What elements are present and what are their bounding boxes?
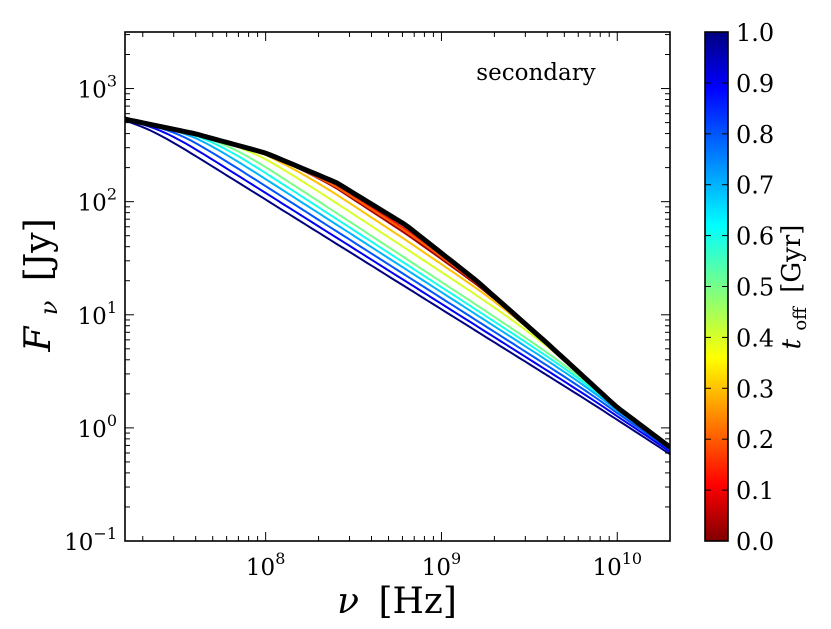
- colorbar-tick-label-0.3: 0.3: [736, 375, 774, 403]
- y-tick-label-3: 103: [78, 72, 117, 104]
- series-line-toff-0.8: [125, 118, 670, 451]
- x-tick-label-8: 108: [246, 549, 285, 581]
- series-line-toff-0.7: [125, 118, 670, 450]
- y-tick-label-2: 102: [78, 185, 117, 217]
- colorbar-tick-label-0.0: 0.0: [736, 528, 774, 556]
- x-tick-label-8-base: 10: [246, 555, 275, 581]
- y-axis-symbol: F: [18, 325, 59, 353]
- y-axis-label: F ν [Jy]: [18, 218, 66, 352]
- plot-frame: [124, 31, 671, 542]
- y-tick-label-0-exponent: 0: [107, 411, 117, 430]
- y-tick-label-3-exponent: 3: [107, 72, 117, 91]
- x-tick-label-10-exponent: 10: [622, 549, 642, 568]
- y-tick-label-1: 101: [78, 298, 117, 330]
- colorbar-unit: [Gyr]: [777, 225, 807, 293]
- y-tick-label--1-base: 10: [64, 530, 93, 556]
- colorbar-tick-label-1.0: 1.0: [736, 19, 774, 47]
- y-tick-label--1-exponent: −1: [93, 524, 117, 543]
- colorbar-subscript: off: [790, 306, 811, 331]
- y-tick-label-0-base: 10: [78, 417, 107, 443]
- colorbar-ticks: 0.0 0.1 0.2 0.3 0.4 0.5 0.6 0.7 0.8 0.9 1.0: [705, 19, 774, 556]
- colorbar-tick-label-0.2: 0.2: [736, 426, 774, 454]
- y-tick-label--1: 10−1: [64, 524, 117, 556]
- y-tick-label-1-base: 10: [78, 304, 107, 330]
- colorbar-tick-label-0.7: 0.7: [736, 172, 774, 200]
- x-tick-label-10-base: 10: [592, 555, 621, 581]
- series-line-toff-0.5: [125, 118, 670, 449]
- colorbar-tick-label-0.8: 0.8: [736, 121, 774, 149]
- colorbar-tick-label-0.5: 0.5: [736, 274, 774, 302]
- series-line-toff-0.9: [125, 118, 670, 453]
- colorbar-tick-label-0.6: 0.6: [736, 223, 774, 251]
- x-tick-label-9-exponent: 9: [451, 549, 461, 568]
- y-tick-label-2-base: 10: [78, 191, 107, 217]
- x-tick-label-8-exponent: 8: [275, 549, 285, 568]
- y-tick-label-1-exponent: 1: [107, 298, 117, 317]
- y-axis-subscript: ν: [35, 301, 63, 316]
- y-tick-label-0: 100: [78, 411, 117, 443]
- x-axis-label: ν [Hz]: [337, 581, 457, 622]
- series-layer: [125, 118, 670, 456]
- series-line-toff-0.6: [125, 118, 670, 449]
- series-line-toff-1: [125, 119, 670, 456]
- x-tick-label-10: 1010: [592, 549, 642, 581]
- reference-series-line: [125, 116, 670, 450]
- x-tick-label-9-base: 10: [422, 555, 451, 581]
- x-tick-label-9: 109: [422, 549, 461, 581]
- x-axis-symbol: ν: [337, 581, 359, 622]
- y-tick-label-2-exponent: 2: [107, 185, 117, 204]
- colorbar-tick-label-0.4: 0.4: [736, 324, 774, 352]
- y-axis-unit: [Jy]: [18, 218, 59, 281]
- x-axis-unit: [Hz]: [378, 581, 456, 622]
- y-tick-label-3-base: 10: [78, 78, 107, 104]
- colorbar-tick-label-0.9: 0.9: [736, 70, 774, 98]
- colorbar-label: t off [Gyr]: [777, 225, 813, 350]
- colorbar-tick-label-0.1: 0.1: [736, 477, 774, 505]
- annotation-secondary: secondary: [476, 60, 595, 86]
- colorbar-symbol: t: [777, 338, 807, 349]
